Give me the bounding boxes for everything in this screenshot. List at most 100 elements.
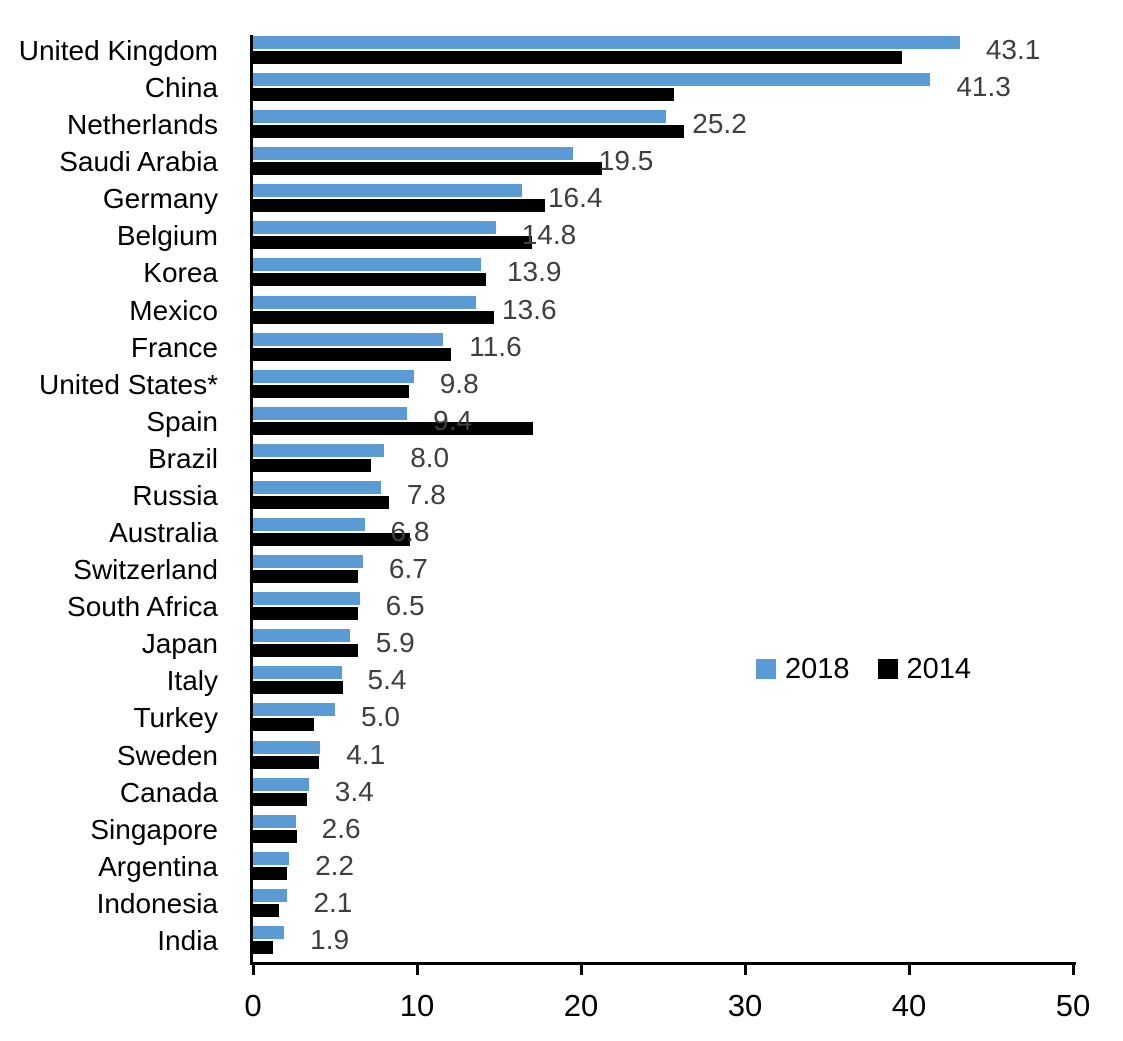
category-label: Canada [119, 776, 218, 808]
bar-2014 [253, 273, 486, 287]
value-label: 6.7 [388, 553, 428, 585]
bar-2018 [253, 406, 408, 420]
value-label: 16.4 [547, 182, 603, 214]
category-label: Sweden [116, 739, 218, 771]
bar-2014 [253, 51, 903, 64]
value-label: 7.8 [406, 478, 446, 510]
bar-2014 [253, 199, 545, 213]
bar-2018 [253, 555, 363, 569]
bar-2018 [253, 666, 342, 680]
x-tick-label: 10 [399, 988, 435, 1023]
x-tick [1071, 962, 1075, 975]
legend-swatch-2014 [877, 659, 898, 679]
bar-2014 [253, 681, 344, 695]
category-label: Turkey [133, 702, 218, 734]
bar-2014 [253, 607, 358, 621]
value-label: 25.2 [692, 108, 747, 140]
category-label: Indonesia [96, 887, 218, 919]
bar-2014 [253, 903, 280, 917]
bar-2018 [253, 740, 321, 754]
x-tick-label: 0 [244, 988, 262, 1023]
legend: 2018 2014 [756, 653, 971, 685]
legend-swatch-2018 [756, 659, 776, 679]
bar-2018 [253, 518, 365, 532]
value-label: 6.5 [385, 590, 425, 622]
bar-2014 [253, 829, 298, 843]
bar-2018 [253, 851, 290, 865]
bar-2018 [253, 369, 414, 383]
x-tick [415, 962, 419, 975]
x-tick [743, 962, 747, 975]
category-label: Russia [132, 479, 218, 511]
bar-2014 [253, 755, 319, 769]
bar-2014 [253, 570, 358, 584]
category-label: United Kingdom [18, 35, 218, 66]
value-label: 5.9 [375, 627, 415, 659]
bar-2018 [253, 703, 335, 717]
value-label: 5.4 [367, 664, 407, 696]
legend-label-2018: 2018 [785, 653, 850, 685]
y-axis-line [250, 35, 253, 963]
category-label: France [130, 331, 218, 363]
bar-2018 [253, 295, 477, 309]
category-label: Spain [146, 405, 218, 437]
value-label: 3.4 [334, 775, 374, 807]
bar-2018 [253, 777, 309, 791]
x-tick-label: 40 [891, 988, 927, 1023]
category-label: Brazil [147, 442, 218, 474]
category-label: India [157, 924, 218, 956]
value-label: 2.2 [315, 849, 355, 881]
value-label: 1.9 [310, 923, 350, 955]
bar-2014 [253, 162, 603, 176]
category-label: Saudi Arabia [59, 146, 218, 178]
bar-2014 [253, 866, 288, 880]
bar-2018 [253, 592, 360, 606]
bar-2014 [253, 384, 409, 398]
bar-2018 [253, 925, 285, 939]
bar-2014 [253, 495, 390, 509]
bar-2018 [253, 110, 667, 124]
value-label: 11.6 [469, 330, 522, 362]
bar-2018 [253, 147, 573, 161]
category-label: Australia [109, 517, 218, 549]
category-label: Belgium [116, 220, 218, 252]
bar-2014 [253, 458, 372, 472]
category-label: Germany [102, 183, 218, 215]
x-tick-label: 30 [727, 988, 763, 1023]
bar-2018 [253, 814, 296, 828]
bar-2018 [253, 221, 496, 235]
x-tick [907, 962, 911, 975]
bar-2018 [253, 36, 960, 49]
bar-2014 [253, 236, 532, 250]
category-label: Japan [141, 628, 218, 660]
bar-2014 [253, 347, 452, 361]
x-axis-line [250, 962, 1076, 965]
bar-2014 [253, 125, 685, 139]
value-label: 41.3 [956, 71, 1011, 103]
bar-2018 [253, 480, 381, 494]
category-label: Singapore [90, 813, 218, 845]
value-label: 43.1 [985, 34, 1041, 65]
value-label: 9.4 [433, 404, 473, 436]
category-label: Argentina [98, 850, 218, 882]
bar-2018 [253, 443, 385, 457]
value-label: 14.8 [521, 219, 577, 251]
value-label: 4.1 [346, 738, 386, 770]
bar-2014 [253, 421, 534, 435]
category-label: South Africa [67, 591, 218, 623]
x-tick-label: 50 [1055, 988, 1091, 1023]
bar-2018 [253, 258, 481, 272]
x-tick [579, 962, 583, 975]
value-label: 19.5 [598, 145, 654, 177]
category-label: United States* [39, 368, 218, 400]
value-label: 5.0 [361, 701, 400, 733]
bar-2014 [253, 644, 358, 658]
value-label: 8.0 [410, 441, 450, 473]
legend-label-2014: 2014 [906, 653, 972, 685]
x-tick-label: 20 [563, 988, 599, 1023]
bar-2014 [253, 940, 273, 954]
bar-2014 [253, 88, 675, 102]
value-label: 13.6 [502, 293, 557, 325]
value-label: 9.8 [439, 367, 479, 399]
